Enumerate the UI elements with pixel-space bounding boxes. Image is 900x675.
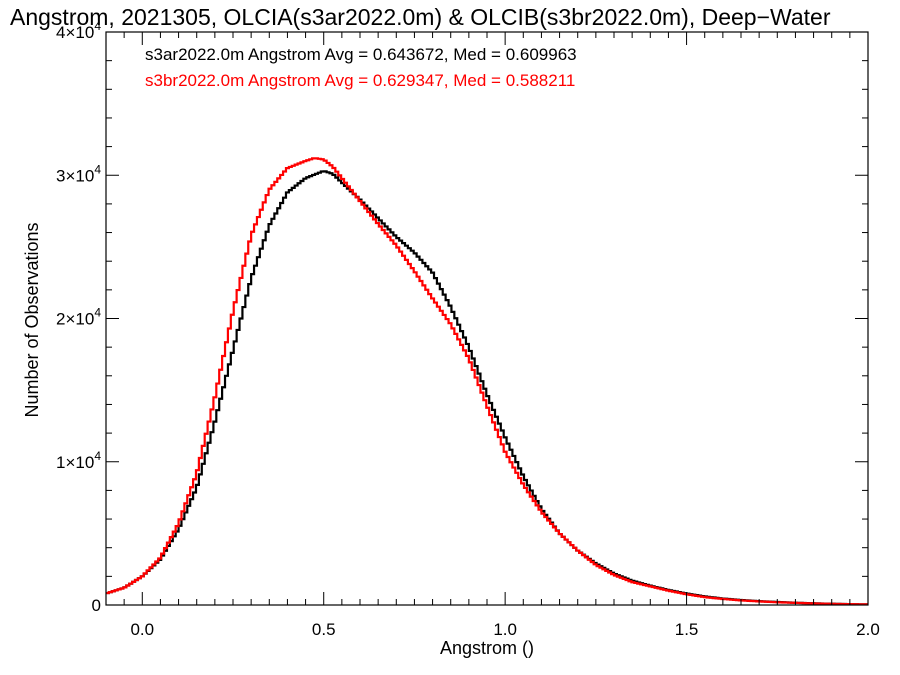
plot-frame	[105, 31, 869, 606]
y-tick-label: 3×104	[56, 162, 101, 185]
x-tick-label: 0.0	[130, 620, 154, 639]
y-tick-mantissa: 4×10	[56, 23, 94, 42]
legend-entry-1: s3ar2022.0m Angstrom Avg = 0.643672, Med…	[145, 45, 577, 64]
y-tick-label: 2×104	[56, 306, 101, 329]
y-tick-label: 4×104	[56, 19, 101, 42]
y-tick-label: 1×104	[56, 449, 101, 472]
y-tick-exponent: 4	[94, 306, 101, 320]
x-tick-label: 1.0	[493, 620, 517, 639]
y-tick-exponent: 4	[94, 19, 101, 33]
y-tick-mantissa: 0	[92, 596, 101, 615]
y-tick-mantissa: 1×10	[56, 453, 94, 472]
legend-entry-2: s3br2022.0m Angstrom Avg = 0.629347, Med…	[145, 71, 575, 90]
y-tick-exponent: 4	[94, 162, 101, 176]
y-tick-mantissa: 2×10	[56, 310, 94, 329]
x-tick-label: 2.0	[856, 620, 880, 639]
series-line-1	[106, 170, 868, 606]
y-tick-label: 0	[92, 596, 101, 615]
x-tick-label: 0.5	[312, 620, 336, 639]
plot-area	[106, 157, 868, 606]
legend: s3ar2022.0m Angstrom Avg = 0.643672, Med…	[145, 45, 577, 90]
y-tick-mantissa: 3×10	[56, 166, 94, 185]
x-tick-label: 1.5	[675, 620, 699, 639]
chart-title: Angstrom, 2021305, OLCIA(s3ar2022.0m) & …	[10, 4, 831, 30]
x-axis-label: Angstrom ()	[440, 638, 534, 658]
series-line-2	[106, 157, 868, 606]
y-tick-exponent: 4	[94, 449, 101, 463]
y-axis-label: Number of Observations	[22, 222, 42, 417]
